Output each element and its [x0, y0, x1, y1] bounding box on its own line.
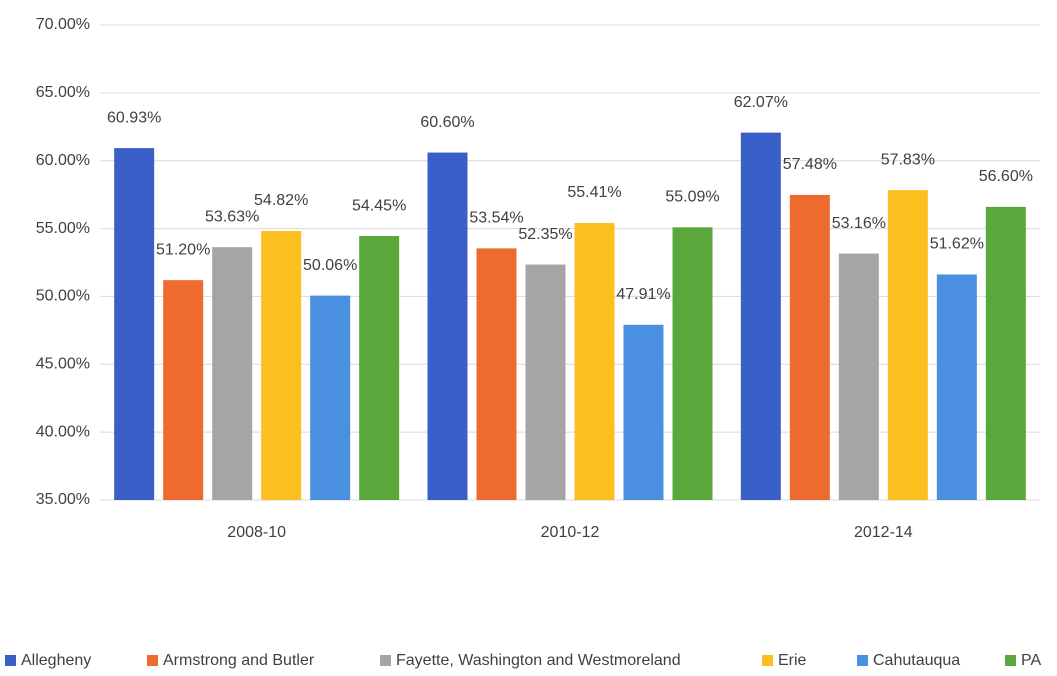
data-label: 54.45%	[352, 197, 406, 214]
y-tick-label: 70.00%	[36, 16, 90, 33]
data-label: 47.91%	[616, 286, 670, 303]
bar	[261, 231, 302, 500]
x-tick-label: 2010-12	[541, 524, 600, 541]
bar	[985, 206, 1026, 500]
y-tick-label: 45.00%	[36, 356, 90, 373]
legend-swatch	[762, 655, 773, 666]
data-label: 56.60%	[979, 168, 1033, 185]
x-tick-label: 2008-10	[227, 524, 286, 541]
bar	[740, 132, 781, 500]
data-label: 62.07%	[734, 94, 788, 111]
legend-label: PA	[1021, 652, 1041, 669]
data-label: 54.82%	[254, 192, 308, 209]
legend-label: Cahutauqua	[873, 652, 960, 669]
bar	[212, 247, 253, 500]
x-tick-label: 2012-14	[854, 524, 913, 541]
bar	[427, 152, 468, 501]
bar	[789, 194, 830, 500]
y-tick-label: 40.00%	[36, 423, 90, 440]
y-tick-label: 55.00%	[36, 220, 90, 237]
bar	[310, 295, 351, 500]
legend-label: Allegheny	[21, 652, 91, 669]
bar	[114, 148, 155, 501]
bar	[574, 223, 615, 500]
y-tick-label: 65.00%	[36, 84, 90, 101]
data-label: 55.41%	[567, 184, 621, 201]
data-label: 60.93%	[107, 109, 161, 126]
data-label: 51.62%	[930, 236, 984, 253]
y-tick-label: 35.00%	[36, 491, 90, 508]
data-label: 51.20%	[156, 241, 210, 258]
data-label: 53.54%	[469, 210, 523, 227]
bar	[672, 227, 713, 500]
legend-swatch	[5, 655, 16, 666]
data-label: 57.83%	[881, 151, 935, 168]
legend-swatch	[857, 655, 868, 666]
legend-swatch	[380, 655, 391, 666]
legend-label: Erie	[778, 652, 807, 669]
bar	[476, 248, 517, 500]
bar	[163, 280, 204, 500]
data-label: 52.35%	[518, 226, 572, 243]
y-tick-label: 50.00%	[36, 288, 90, 305]
legend-swatch	[147, 655, 158, 666]
bar	[623, 324, 664, 500]
bar	[936, 274, 977, 500]
legend-swatch	[1005, 655, 1016, 666]
data-label: 60.60%	[420, 114, 474, 131]
data-label: 55.09%	[665, 189, 719, 206]
data-label: 53.16%	[832, 215, 886, 232]
bar	[525, 264, 566, 500]
legend-label: Armstrong and Butler	[163, 652, 315, 669]
y-tick-label: 60.00%	[36, 152, 90, 169]
data-label: 53.63%	[205, 208, 259, 225]
bar	[359, 236, 400, 501]
bar	[838, 253, 879, 500]
data-label: 50.06%	[303, 257, 357, 274]
data-label: 57.48%	[783, 156, 837, 173]
legend-label: Fayette, Washington and Westmoreland	[396, 652, 681, 669]
bar	[887, 190, 928, 500]
